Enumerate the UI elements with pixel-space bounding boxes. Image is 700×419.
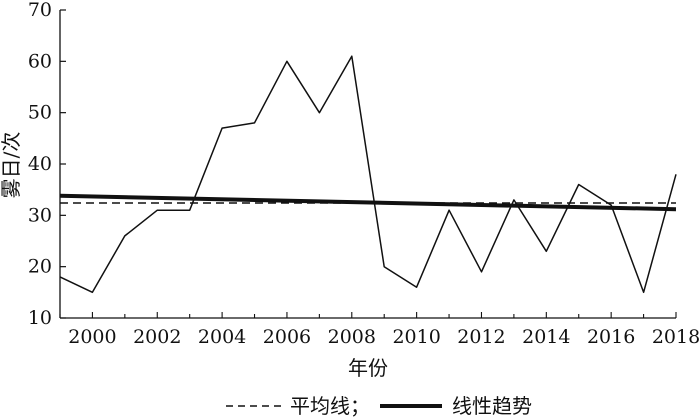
legend-label-mean: 平均线； (290, 394, 370, 418)
x-tick-label: 2012 (457, 326, 505, 348)
plot-area (59, 55, 677, 294)
x-tick-label: 2018 (652, 326, 700, 348)
x-tick-label: 2016 (587, 326, 635, 348)
y-tick-label: 60 (28, 50, 52, 72)
y-tick-label: 70 (28, 0, 52, 21)
x-tick-label: 2010 (392, 326, 440, 348)
x-tick-label: 2002 (133, 326, 181, 348)
fog-days-line (59, 55, 677, 294)
axes: 10 20 30 40 50 60 70 2000 2002 2004 2006 2008 2010 20… (28, 0, 700, 348)
y-tick-label: 20 (28, 256, 52, 278)
y-tick-label: 50 (28, 102, 52, 124)
x-tick-label: 2004 (198, 326, 246, 348)
y-tick-label: 30 (28, 204, 52, 226)
x-tick-label: 2000 (68, 326, 116, 348)
legend-label-trend: 线性趋势 (452, 394, 532, 418)
x-tick-label: 2008 (328, 326, 376, 348)
x-tick-label: 2014 (522, 326, 570, 348)
y-axis-label: 雾日/次 (0, 132, 23, 199)
legend: 平均线； 线性趋势 (226, 394, 532, 418)
x-tick-label: 2006 (263, 326, 311, 348)
y-tick-label: 10 (28, 307, 52, 329)
trend-line (59, 193, 677, 212)
y-tick-label: 40 (28, 153, 52, 175)
x-axis-label: 年份 (348, 356, 388, 380)
